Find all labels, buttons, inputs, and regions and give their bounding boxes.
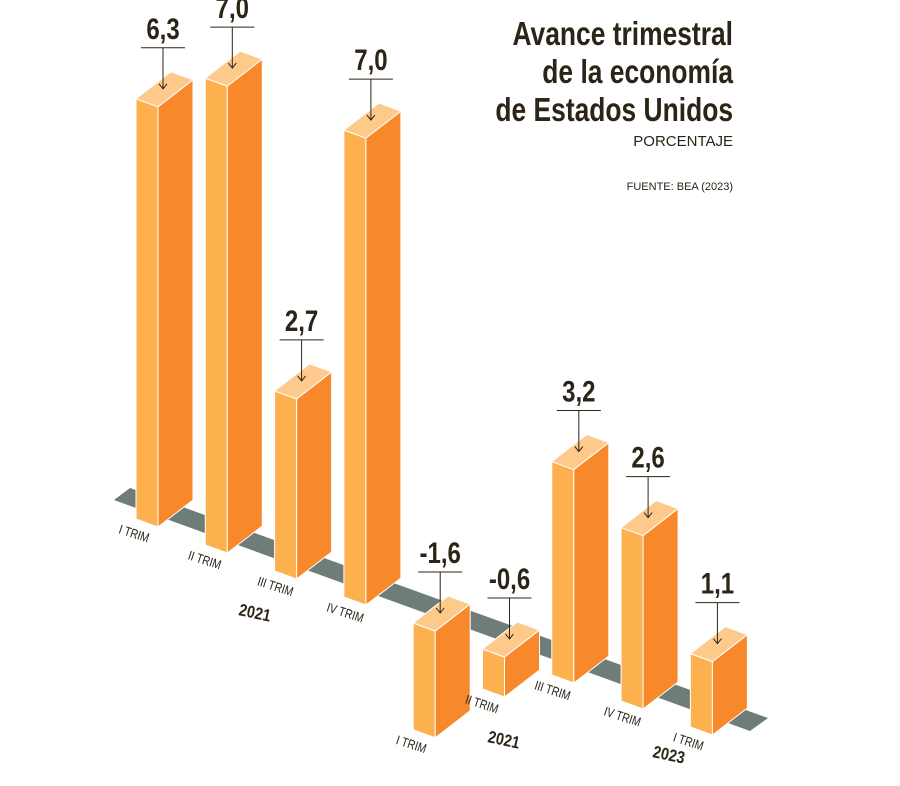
value-label: 1,1 — [701, 566, 734, 600]
bar-side — [573, 441, 610, 685]
label-arrow — [505, 633, 514, 640]
label-arrow — [227, 62, 237, 69]
value-label: 6,3 — [146, 11, 179, 45]
bar-top — [204, 50, 264, 87]
bar — [620, 500, 680, 711]
bar — [550, 433, 610, 685]
bar-side — [642, 507, 679, 711]
bar-side — [226, 58, 263, 555]
bar-side — [365, 110, 402, 607]
bar — [689, 626, 749, 737]
label-arrow — [297, 375, 306, 382]
year-label: 2021 — [237, 601, 272, 626]
bar-front — [135, 98, 159, 528]
value-label: -1,6 — [420, 535, 461, 569]
category-label: IV TRIM — [325, 600, 366, 625]
bar — [412, 595, 472, 739]
bar-front — [689, 652, 713, 736]
bar-front — [412, 622, 436, 739]
year-label: 2021 — [486, 728, 521, 753]
value-label: -0,6 — [489, 561, 530, 595]
bar — [204, 50, 264, 555]
value-label: 2,7 — [285, 303, 318, 337]
bar-front — [204, 77, 228, 554]
label-arrow — [643, 512, 653, 519]
label-arrow — [713, 638, 722, 645]
bar-top — [273, 363, 333, 400]
value-label: 2,6 — [631, 440, 664, 474]
bar-front — [343, 129, 367, 606]
label-arrow — [158, 83, 168, 90]
label-arrow — [435, 607, 445, 614]
bar-top — [134, 71, 195, 108]
value-label: 3,2 — [562, 374, 595, 408]
bar-front — [551, 460, 575, 684]
value-label: 7,0 — [216, 0, 249, 25]
value-label: 7,0 — [354, 42, 387, 76]
category-label: III TRIM — [256, 574, 295, 599]
subtitle: PORCENTAJE — [633, 133, 733, 150]
bar-front — [620, 526, 644, 710]
chart-title: de la economía — [542, 54, 733, 90]
bar-top — [481, 621, 541, 658]
chart-title: de Estados Unidos — [495, 92, 733, 128]
category-label: I TRIM — [394, 733, 428, 756]
bar-side — [157, 78, 194, 529]
bar — [273, 363, 333, 581]
chart-title: Avance trimestral — [512, 16, 733, 52]
bar-top — [342, 102, 402, 139]
bar-front — [274, 390, 298, 580]
category-label: IV TRIM — [602, 704, 643, 729]
bar-top — [550, 433, 610, 471]
category-label: II TRIM — [463, 693, 500, 717]
category-label: III TRIM — [533, 678, 572, 703]
category-label: I TRIM — [117, 522, 151, 545]
title-block: Avance trimestral de la economía de Esta… — [495, 16, 733, 128]
source: FUENTE: BEA (2023) — [627, 181, 733, 193]
category-label: II TRIM — [186, 548, 223, 572]
bar — [481, 621, 541, 699]
bar — [134, 71, 195, 529]
bar-top — [620, 500, 680, 537]
label-arrow — [574, 446, 584, 453]
bar — [342, 102, 402, 607]
bar-top — [412, 595, 472, 632]
bar-top — [689, 626, 749, 663]
bar-side — [296, 370, 333, 581]
label-arrow — [366, 114, 376, 121]
